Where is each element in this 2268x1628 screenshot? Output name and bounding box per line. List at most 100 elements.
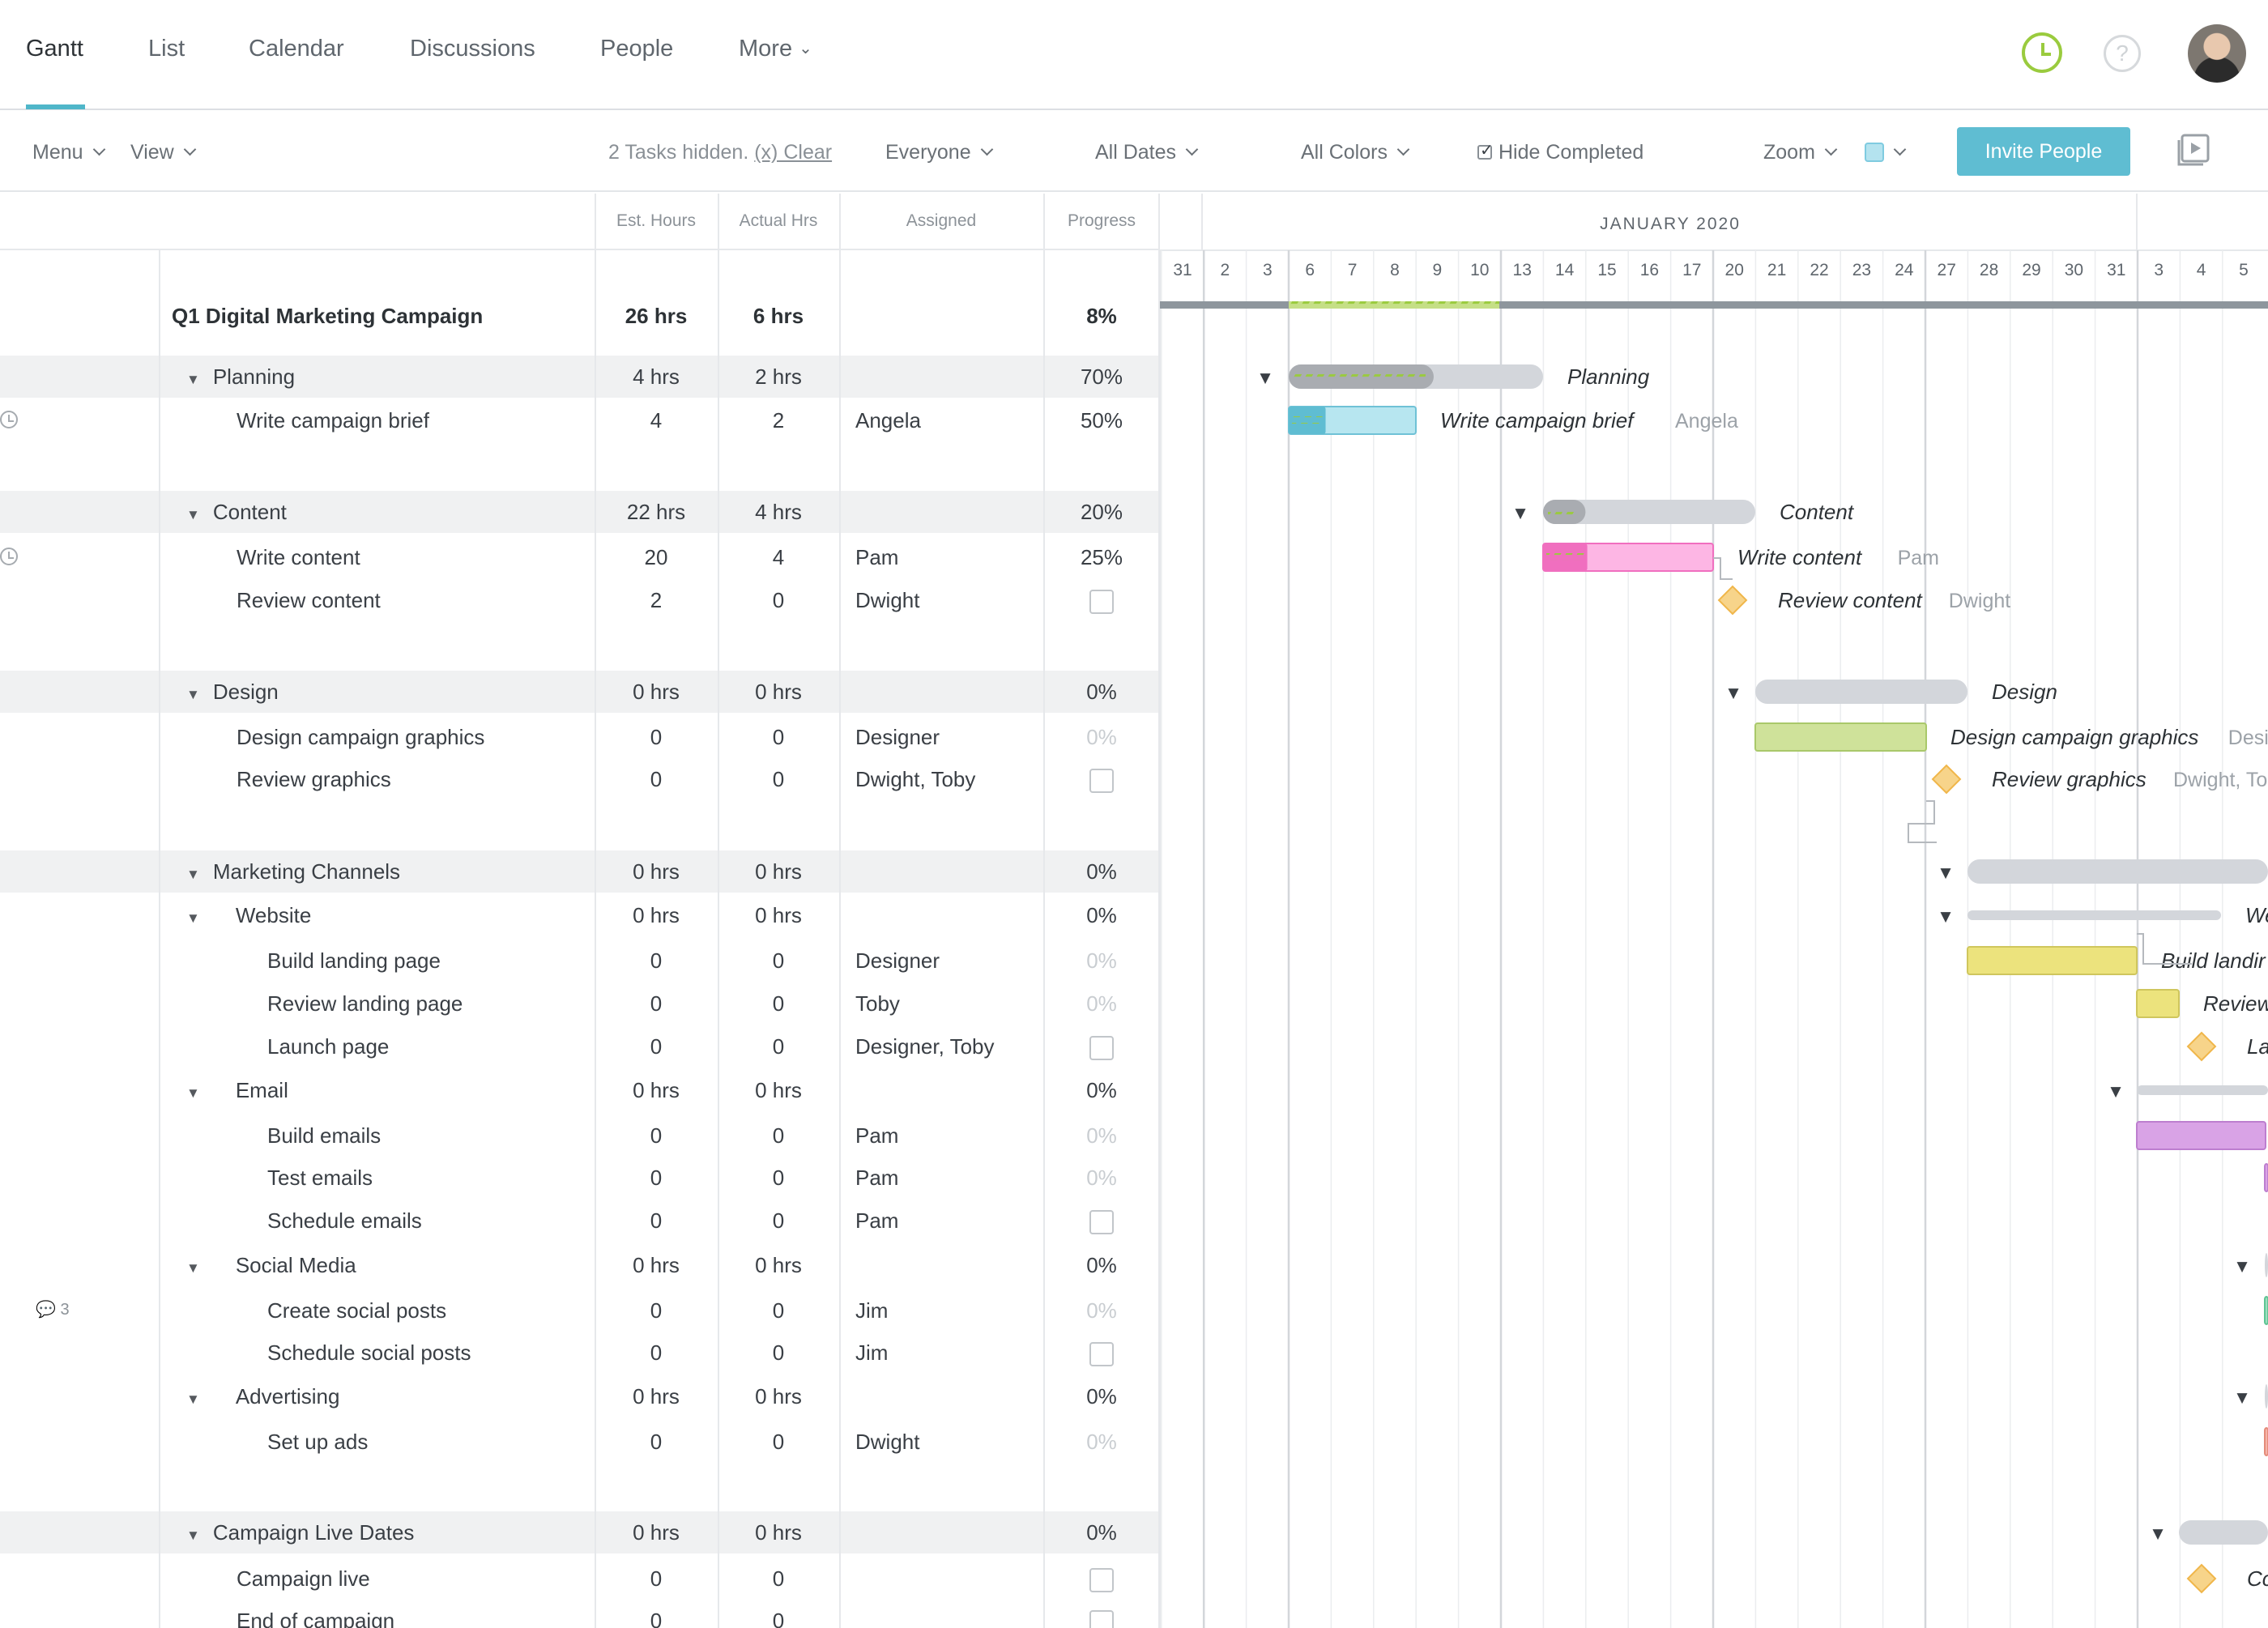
- group-row[interactable]: ▼ Campaign Live Dates 0 hrs 0 hrs 0%: [0, 1511, 1160, 1553]
- actual-hours-cell[interactable]: 2 hrs: [755, 364, 802, 389]
- actual-hours-cell[interactable]: 0 hrs: [755, 680, 802, 704]
- milestone-diamond[interactable]: [1931, 764, 1962, 795]
- actual-hours-cell[interactable]: 0: [772, 1430, 785, 1454]
- collapse-triangle-icon[interactable]: ▼: [186, 1260, 200, 1276]
- task-row[interactable]: Write campaign brief 4 2 Angela 50%: [0, 399, 1160, 441]
- collapse-triangle-icon[interactable]: ▼: [186, 1085, 200, 1101]
- summary-bar[interactable]: [2265, 1253, 2268, 1277]
- progress-cell[interactable]: [1043, 1025, 1160, 1068]
- subgroup-row[interactable]: ▼ Website 0 hrs 0 hrs 0%: [0, 894, 1160, 936]
- actual-hours-cell[interactable]: 0: [772, 725, 785, 749]
- task-name[interactable]: ▼ Content: [186, 491, 287, 533]
- col-actual-hours[interactable]: Actual Hrs: [739, 211, 818, 230]
- col-progress[interactable]: Progress: [1067, 211, 1136, 230]
- est-hours-cell[interactable]: 4 hrs: [633, 364, 680, 389]
- task-name[interactable]: ▼ Marketing Channels: [186, 850, 400, 893]
- task-name[interactable]: Design campaign graphics: [237, 716, 484, 758]
- collapse-triangle-icon[interactable]: ▼: [1515, 505, 1526, 522]
- task-name[interactable]: Review graphics: [237, 758, 391, 800]
- task-bar[interactable]: [1967, 946, 2138, 975]
- collapse-triangle-icon[interactable]: ▼: [186, 910, 200, 926]
- task-name[interactable]: Schedule emails: [267, 1200, 422, 1242]
- col-est-hours[interactable]: Est. Hours: [616, 211, 697, 230]
- est-hours-cell[interactable]: 0 hrs: [633, 1384, 680, 1409]
- task-bar[interactable]: [2264, 1296, 2268, 1325]
- collapse-triangle-icon[interactable]: ▼: [1728, 685, 1739, 701]
- milestone-diamond[interactable]: [2186, 1563, 2217, 1594]
- progress-cell[interactable]: [1043, 1200, 1160, 1242]
- zoom-dropdown[interactable]: Zoom: [1763, 141, 1838, 164]
- milestone-diamond[interactable]: [2186, 1031, 2217, 1062]
- group-row[interactable]: ▼ Marketing Channels 0 hrs 0 hrs 0%: [0, 850, 1160, 893]
- est-hours-cell[interactable]: 0: [650, 1208, 663, 1233]
- est-hours-cell[interactable]: 0: [650, 1123, 663, 1148]
- actual-hours-cell[interactable]: 0: [772, 767, 785, 791]
- task-row[interactable]: Schedule emails 0 0 Pam: [0, 1200, 1160, 1242]
- task-row[interactable]: Build landing page 0 0 Designer 0%: [0, 940, 1160, 982]
- actual-hours-cell[interactable]: 0: [772, 1208, 785, 1233]
- actual-hours-cell[interactable]: 0: [772, 1609, 785, 1628]
- task-name[interactable]: Launch page: [267, 1025, 389, 1068]
- group-row[interactable]: ▼ Planning 4 hrs 2 hrs 70%: [0, 356, 1160, 398]
- progress-cell[interactable]: [1043, 1332, 1160, 1374]
- progress-cell[interactable]: 70%: [1080, 364, 1123, 389]
- assigned-cell[interactable]: Pam: [855, 1123, 899, 1148]
- task-row[interactable]: Write content 20 4 Pam 25%: [0, 536, 1160, 578]
- task-name[interactable]: Build emails: [267, 1114, 381, 1157]
- est-hours-cell[interactable]: 0 hrs: [633, 1078, 680, 1102]
- menu-dropdown[interactable]: Menu: [32, 141, 105, 164]
- dates-filter[interactable]: All Dates: [1095, 141, 1199, 164]
- summary-bar[interactable]: [2179, 1520, 2268, 1545]
- progress-cell[interactable]: [1043, 579, 1160, 621]
- task-name[interactable]: Write campaign brief: [237, 399, 429, 441]
- actual-hours-cell[interactable]: 0 hrs: [755, 1078, 802, 1102]
- colors-filter[interactable]: All Colors: [1301, 141, 1410, 164]
- summary-bar[interactable]: [1967, 859, 2268, 884]
- task-bar[interactable]: [1754, 722, 1927, 752]
- color-picker-dropdown[interactable]: [1865, 141, 1907, 164]
- task-name[interactable]: ▼ Campaign Live Dates: [186, 1511, 414, 1553]
- collapse-triangle-icon[interactable]: ▼: [2236, 1259, 2248, 1275]
- actual-hours-cell[interactable]: 0: [772, 1123, 785, 1148]
- progress-cell[interactable]: 0%: [1086, 1520, 1117, 1545]
- progress-cell[interactable]: 25%: [1080, 545, 1123, 569]
- assigned-cell[interactable]: Dwight: [855, 1430, 920, 1454]
- task-name[interactable]: Review landing page: [267, 982, 463, 1025]
- invite-people-button[interactable]: Invite People: [1957, 127, 2130, 176]
- collapse-triangle-icon[interactable]: ▼: [186, 867, 200, 882]
- clear-hidden-link[interactable]: (x) Clear: [754, 141, 833, 164]
- subgroup-row[interactable]: ▼ Social Media 0 hrs 0 hrs 0%: [0, 1244, 1160, 1286]
- task-row[interactable]: End of campaign 0 0: [0, 1600, 1160, 1628]
- progress-cell[interactable]: [1043, 1558, 1160, 1600]
- est-hours-cell[interactable]: 0 hrs: [633, 680, 680, 704]
- summary-bar[interactable]: [2137, 1085, 2268, 1095]
- progress-cell[interactable]: 0%: [1086, 1384, 1117, 1409]
- progress-cell[interactable]: 8%: [1086, 304, 1117, 328]
- est-hours-cell[interactable]: 2: [650, 588, 663, 612]
- task-name[interactable]: Campaign live: [237, 1558, 370, 1600]
- progress-cell[interactable]: 20%: [1080, 500, 1123, 524]
- collapse-triangle-icon[interactable]: ▼: [2152, 1526, 2164, 1542]
- est-hours-cell[interactable]: 0 hrs: [633, 903, 680, 927]
- task-name[interactable]: Schedule social posts: [267, 1332, 471, 1374]
- task-row[interactable]: Review landing page 0 0 Toby 0%: [0, 982, 1160, 1025]
- progress-cell[interactable]: 50%: [1080, 408, 1123, 433]
- est-hours-cell[interactable]: 0 hrs: [633, 1253, 680, 1277]
- task-row[interactable]: Campaign live 0 0: [0, 1558, 1160, 1600]
- task-bar[interactable]: [2264, 1163, 2268, 1192]
- collapse-triangle-icon[interactable]: ▼: [186, 1391, 200, 1407]
- time-log-icon[interactable]: [0, 548, 18, 565]
- actual-hours-cell[interactable]: 0 hrs: [755, 1520, 802, 1545]
- est-hours-cell[interactable]: 4: [650, 408, 663, 433]
- task-name[interactable]: ▼ Planning: [186, 356, 295, 398]
- task-name[interactable]: ▼ Email: [186, 1069, 288, 1111]
- task-name[interactable]: Test emails: [267, 1157, 373, 1199]
- assigned-cell[interactable]: Dwight, Toby: [855, 767, 976, 791]
- est-hours-cell[interactable]: 26 hrs: [625, 304, 688, 328]
- est-hours-cell[interactable]: 0: [650, 767, 663, 791]
- progress-cell[interactable]: 0%: [1086, 1430, 1117, 1454]
- hide-completed-checkbox[interactable]: [1477, 140, 1494, 160]
- est-hours-cell[interactable]: 0: [650, 1298, 663, 1323]
- actual-hours-cell[interactable]: 0 hrs: [755, 903, 802, 927]
- progress-cell[interactable]: 0%: [1086, 1253, 1117, 1277]
